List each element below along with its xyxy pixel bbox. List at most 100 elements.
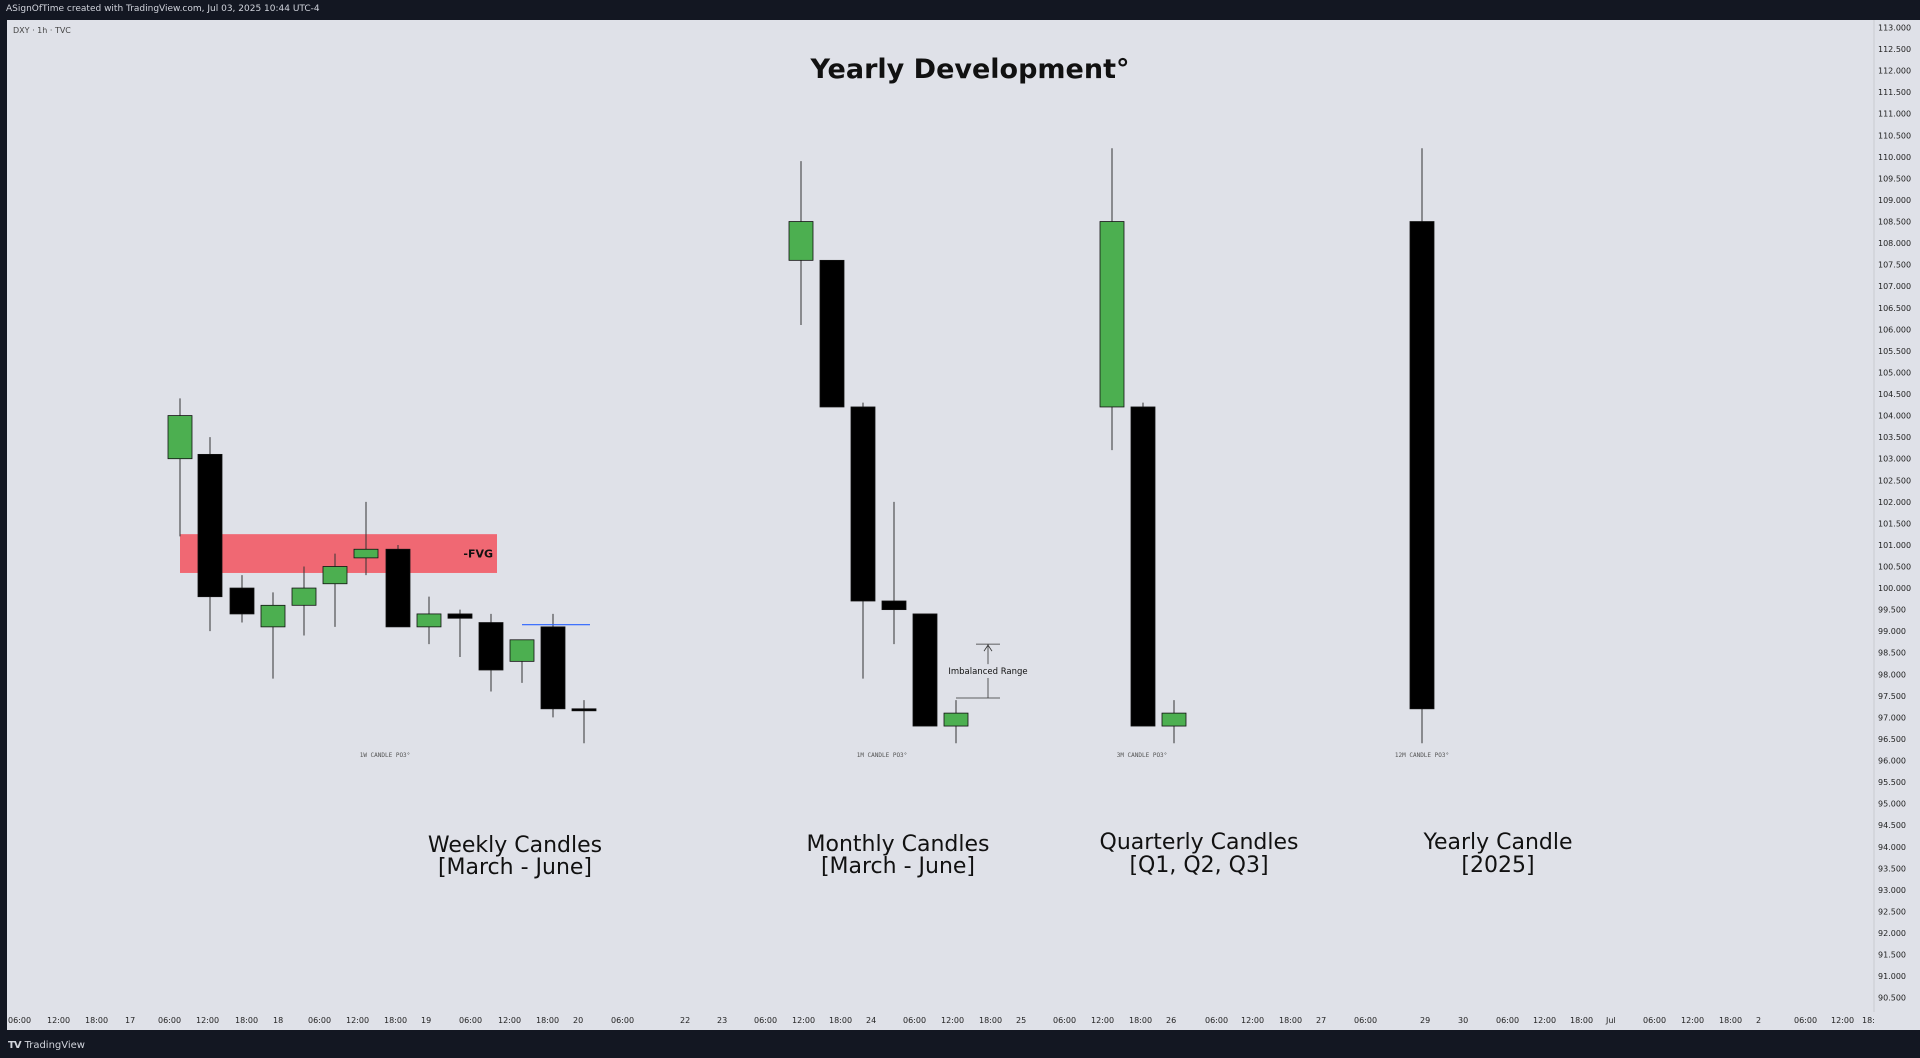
time-axis-label: 18:00: [85, 1016, 108, 1025]
price-axis-label: 101.500: [1878, 519, 1911, 528]
time-axis-label: 22: [680, 1016, 690, 1025]
price-axis-label: 108.000: [1878, 239, 1911, 248]
yearly-candle-body[interactable]: [1409, 221, 1435, 710]
quarterly-candle-body[interactable]: [1161, 712, 1187, 727]
price-axis-label: 92.500: [1878, 907, 1906, 916]
price-axis-label: 113.000: [1878, 24, 1911, 33]
time-axis-label: 24: [866, 1016, 876, 1025]
price-axis-label: 95.500: [1878, 778, 1906, 787]
price-axis-label: 102.000: [1878, 498, 1911, 507]
time-axis-label: 06:00: [1794, 1016, 1817, 1025]
time-axis-label: 18:00: [235, 1016, 258, 1025]
price-axis-label: 98.500: [1878, 649, 1906, 658]
time-axis-label: 18:00: [829, 1016, 852, 1025]
candlestick-chart[interactable]: 113.000 112.500 112.000 111.500 111.000 110.5…: [0, 0, 1920, 1030]
time-axis-label: 12:00: [1091, 1016, 1114, 1025]
price-axis-label: 110.000: [1878, 153, 1911, 162]
time-axis-label: 06:00: [1354, 1016, 1377, 1025]
yearly-candle-tag: 12M CANDLE PO3°: [1395, 752, 1449, 759]
time-axis-label: Jul: [1605, 1016, 1616, 1025]
monthly-candle-body[interactable]: [943, 712, 969, 727]
weekly-candle-body[interactable]: [229, 587, 255, 615]
weekly-candle-body[interactable]: [571, 708, 597, 712]
price-axis-label: 109.000: [1878, 196, 1911, 205]
time-axis-label: 29: [1420, 1016, 1430, 1025]
chart-title: Yearly Development°: [809, 54, 1129, 85]
time-axis-label: 12:00: [941, 1016, 964, 1025]
price-axis-label: 96.000: [1878, 757, 1906, 766]
price-axis-label: 112.000: [1878, 67, 1911, 76]
time-axis-label: 27: [1316, 1016, 1326, 1025]
price-axis-label: 92.000: [1878, 929, 1906, 938]
time-axis-label: 23: [717, 1016, 727, 1025]
price-axis-label: 106.500: [1878, 304, 1911, 313]
price-axis-label: 99.000: [1878, 627, 1906, 636]
time-axis-label: 12:00: [47, 1016, 70, 1025]
time-axis-label: 12:00: [1241, 1016, 1264, 1025]
tradingview-logo-text: TradingView: [24, 1040, 85, 1051]
tradingview-logo[interactable]: TV TradingView: [8, 1040, 85, 1051]
price-axis-label: 109.500: [1878, 174, 1911, 183]
arrow-up-icon: [983, 644, 993, 652]
time-axis-label: 12:00: [196, 1016, 219, 1025]
quarterly-label-line1: Quarterly Candles: [1100, 830, 1299, 855]
quarterly-candle-body[interactable]: [1099, 221, 1125, 408]
weekly-candle-body[interactable]: [291, 587, 317, 606]
price-axis-label: 107.500: [1878, 261, 1911, 270]
bottom-bar: [0, 1030, 1920, 1058]
weekly-candle-body[interactable]: [416, 613, 442, 628]
price-axis-label: 110.500: [1878, 131, 1911, 140]
price-axis-label: 104.000: [1878, 412, 1911, 421]
price-axis-label: 93.000: [1878, 886, 1906, 895]
quarterly-candle-tag: 3M CANDLE PO3°: [1117, 752, 1168, 759]
time-axis-label: 18:00: [384, 1016, 407, 1025]
time-axis-label: 06:00: [903, 1016, 926, 1025]
price-axis-label: 100.000: [1878, 584, 1911, 593]
time-axis-label: 06:00: [8, 1016, 31, 1025]
fvg-label: -FVG: [463, 548, 493, 561]
symbol-info[interactable]: DXY · 1h · TVC: [13, 26, 71, 35]
time-axis-label: 18:00: [979, 1016, 1002, 1025]
imbalanced-range-label: Imbalanced Range: [948, 667, 1027, 677]
price-axis-label: 101.000: [1878, 541, 1911, 550]
chart-area[interactable]: [7, 20, 1920, 1030]
weekly-candle-body[interactable]: [322, 566, 348, 585]
quarterly-candle-body[interactable]: [1130, 406, 1156, 727]
monthly-candle-body[interactable]: [788, 221, 814, 261]
weekly-candle-body[interactable]: [197, 453, 223, 598]
monthly-candle-body[interactable]: [881, 600, 907, 611]
monthly-candle-body[interactable]: [819, 259, 845, 408]
price-axis-label: 104.500: [1878, 390, 1911, 399]
weekly-candle-body[interactable]: [167, 415, 193, 460]
price-axis-label: 91.000: [1878, 972, 1906, 981]
time-axis-label: 18:00: [536, 1016, 559, 1025]
time-axis-label: 06:00: [158, 1016, 181, 1025]
price-axis-label: 94.000: [1878, 843, 1906, 852]
weekly-candle-body[interactable]: [540, 626, 566, 710]
time-axis-label: 18:: [1862, 1016, 1875, 1025]
weekly-candle-tag: 1W CANDLE PO3°: [360, 752, 411, 759]
weekly-candle-body[interactable]: [353, 548, 379, 559]
time-axis-label: 20: [573, 1016, 583, 1025]
weekly-candle-body[interactable]: [260, 604, 286, 628]
price-axis-label: 102.500: [1878, 476, 1911, 485]
time-axis-label: 12:00: [498, 1016, 521, 1025]
weekly-candle-body[interactable]: [478, 622, 504, 671]
price-axis-label: 103.500: [1878, 433, 1911, 442]
weekly-candle-body[interactable]: [447, 613, 473, 619]
price-axis-label: 100.500: [1878, 563, 1911, 572]
monthly-candle-body[interactable]: [850, 406, 876, 602]
price-axis-label: 112.500: [1878, 45, 1911, 54]
yearly-label-line1: Yearly Candle: [1422, 830, 1572, 855]
monthly-candle-body[interactable]: [912, 613, 938, 727]
price-axis-label: 93.500: [1878, 864, 1906, 873]
time-axis-label: 18:00: [1129, 1016, 1152, 1025]
price-axis-label: 108.500: [1878, 218, 1911, 227]
weekly-candle-body[interactable]: [509, 639, 535, 662]
time-axis-label: 18:00: [1279, 1016, 1302, 1025]
time-axis-label: 06:00: [1643, 1016, 1666, 1025]
time-axis-label: 12:00: [1533, 1016, 1556, 1025]
weekly-candle-body[interactable]: [385, 548, 411, 628]
price-axis-label: 107.000: [1878, 282, 1911, 291]
price-axis-label: 98.000: [1878, 670, 1906, 679]
